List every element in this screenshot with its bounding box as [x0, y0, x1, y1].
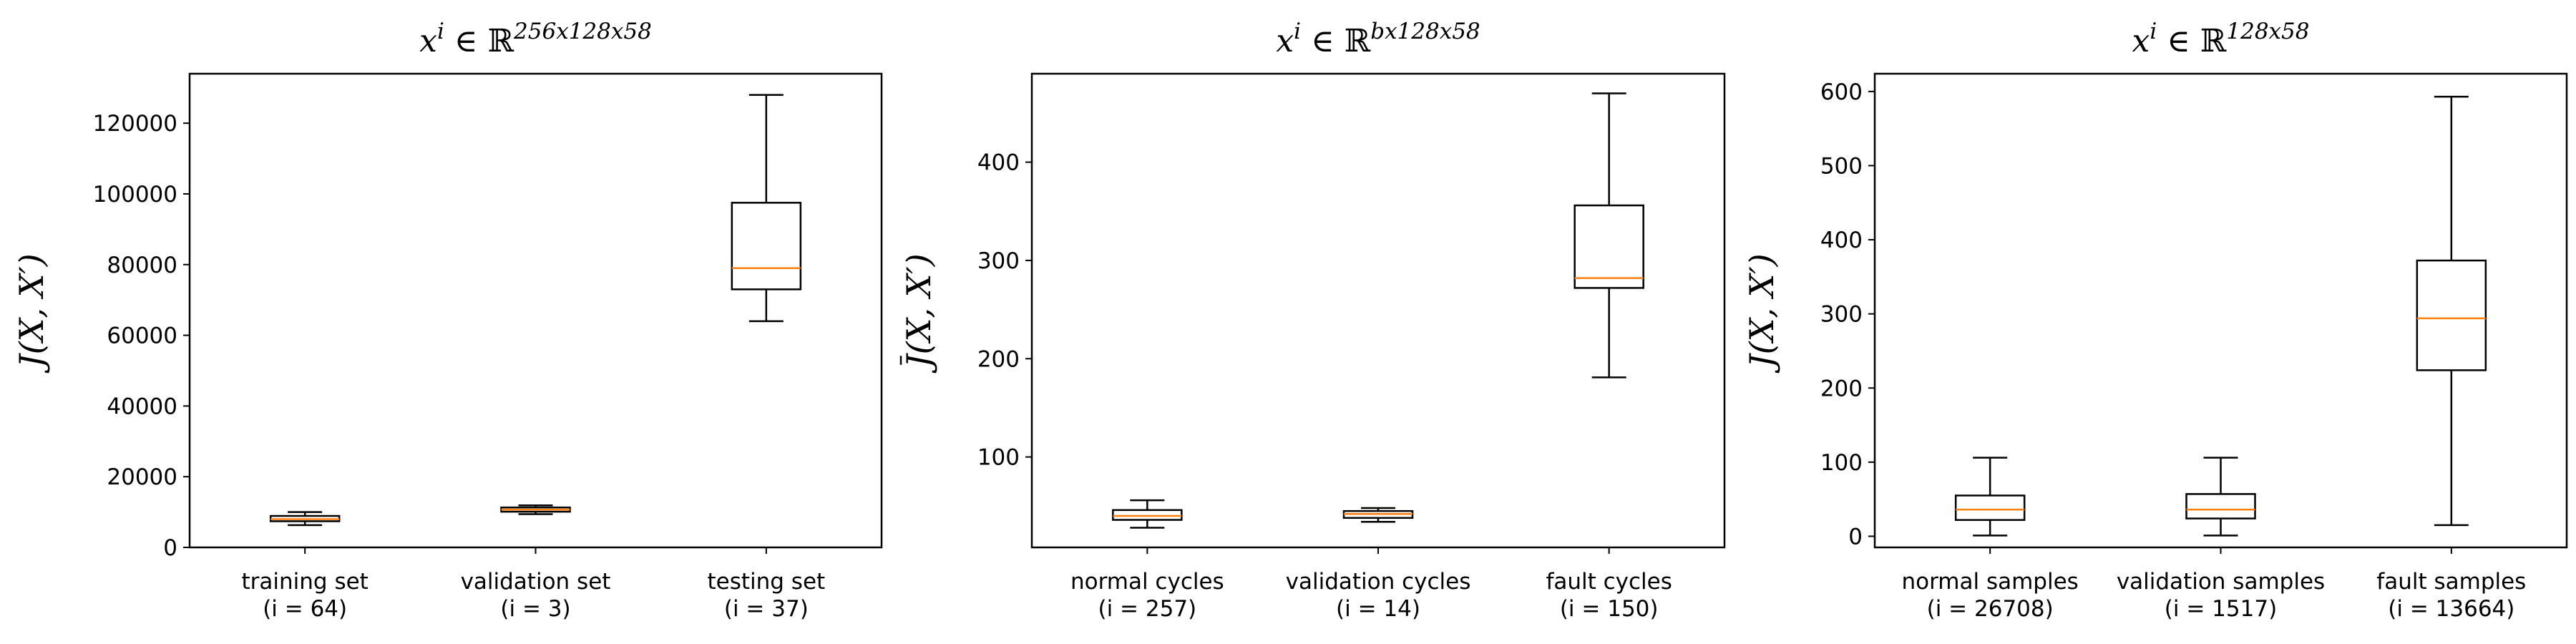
- chart-title: xi ∈ ℝ128x58: [2132, 19, 2310, 59]
- x-tick-label: testing set: [707, 569, 825, 595]
- y-tick-label: 200: [1820, 376, 1863, 401]
- x-tick-sublabel: (i = 37): [724, 596, 809, 622]
- title-sup-index: i: [437, 19, 444, 44]
- x-tick-label: normal cycles: [1070, 569, 1224, 595]
- y-tick-label: 400: [1820, 228, 1863, 253]
- title-set: ℝ: [487, 23, 514, 59]
- y-tick-label: 400: [977, 150, 1020, 176]
- box-iqr: [2416, 259, 2487, 371]
- chart-panel-1: xi ∈ ℝ256x128x58 0 20000 40000 60000 80000 100…: [12, 19, 883, 622]
- title-relation: ∈: [444, 23, 488, 59]
- title-base: x: [2132, 23, 2150, 59]
- title-relation: ∈: [2157, 23, 2200, 59]
- box-3: [1574, 92, 1644, 379]
- x-tick-sublabel: (i = 13664): [2388, 596, 2514, 622]
- x-tick-sublabel: (i = 64): [263, 596, 347, 622]
- title-base: x: [419, 23, 437, 59]
- y-tick-label: 60000: [107, 323, 177, 349]
- y-tick-label: 80000: [107, 253, 177, 278]
- x-tick-sublabel: (i = 1517): [2165, 596, 2277, 622]
- x-tick-label: validation samples: [2117, 569, 2325, 595]
- chart-panel-2: xi ∈ ℝbx128x58 100 200 300 400 J(X, X′) normal…: [899, 19, 1726, 622]
- x-tick-sublabel: (i = 3): [500, 596, 570, 622]
- box-1: [1954, 457, 2026, 537]
- title-sup-dims: 128x58: [2226, 19, 2309, 44]
- x-tick-label: validation set: [461, 569, 611, 595]
- box-3: [2416, 95, 2487, 527]
- chart-title: xi ∈ ℝ256x128x58: [419, 19, 652, 59]
- box-2: [500, 504, 571, 515]
- x-tick-label: validation cycles: [1286, 569, 1471, 595]
- box-iqr: [1574, 204, 1644, 289]
- box-2: [1342, 507, 1414, 523]
- y-tick-label: 300: [1820, 302, 1863, 328]
- box-1: [1112, 499, 1183, 529]
- y-tick-label: 0: [1848, 524, 1863, 550]
- x-tick-sublabel: (i = 26708): [1927, 596, 2054, 622]
- y-tick-label: 600: [1820, 79, 1863, 105]
- y-tick-label: 100000: [93, 182, 177, 208]
- box-iqr: [2185, 493, 2256, 519]
- plot-frame: [1030, 72, 1726, 549]
- chart-title: xi ∈ ℝbx128x58: [1276, 19, 1480, 59]
- y-axis-label: J(X, X′): [1742, 253, 1781, 374]
- y-tick-label: 100: [1820, 450, 1863, 476]
- y-tick-label: 100: [977, 445, 1020, 471]
- title-set: ℝ: [1345, 23, 1371, 59]
- y-axis-label: J(X, X′): [12, 253, 51, 374]
- box-iqr: [731, 202, 802, 291]
- y-tick-label: 120000: [93, 111, 177, 137]
- y-tick-label: 0: [163, 535, 177, 561]
- x-tick-label: normal samples: [1901, 569, 2078, 595]
- x-tick-sublabel: (i = 150): [1560, 596, 1659, 622]
- y-tick-label: 500: [1820, 153, 1863, 179]
- x-tick-sublabel: (i = 14): [1336, 596, 1420, 622]
- y-tick-label: 40000: [107, 394, 177, 419]
- title-set: ℝ: [2200, 23, 2227, 59]
- title-sup-index: i: [1294, 19, 1301, 44]
- chart-panel-3: xi ∈ ℝ128x58 0 100 200 300 400 500 600 J(X, X′) n…: [1742, 19, 2568, 622]
- x-tick-label: fault samples: [2376, 569, 2526, 595]
- plot-frame: [1873, 72, 2568, 549]
- y-axis-label: J(X, X′): [899, 253, 938, 374]
- plot-frame: [188, 72, 883, 549]
- x-tick-label: training set: [242, 569, 369, 595]
- title-sup-dims: bx128x58: [1370, 19, 1480, 44]
- title-relation: ∈: [1301, 23, 1345, 59]
- x-tick-label: fault cycles: [1546, 569, 1672, 595]
- box-1: [269, 511, 341, 527]
- box-iqr: [1954, 494, 2026, 521]
- box-3: [731, 94, 802, 323]
- y-tick-label: 200: [977, 346, 1020, 372]
- y-tick-label: 300: [977, 248, 1020, 274]
- title-sup-dims: 256x128x58: [513, 19, 652, 44]
- title-base: x: [1276, 23, 1294, 59]
- title-sup-index: i: [2150, 19, 2157, 44]
- x-tick-sublabel: (i = 257): [1098, 596, 1197, 622]
- box-2: [2185, 457, 2256, 537]
- y-tick-label: 20000: [107, 464, 177, 490]
- box-iqr: [1112, 509, 1183, 521]
